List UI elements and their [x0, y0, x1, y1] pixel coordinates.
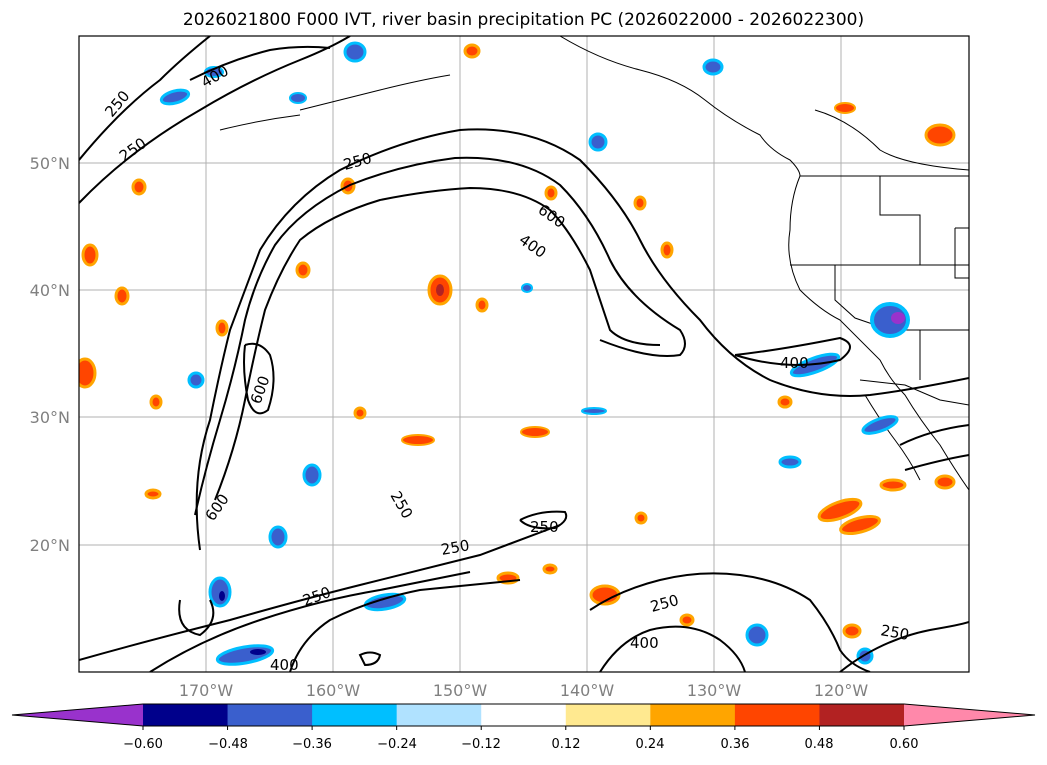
colorbar-segment: [650, 704, 736, 726]
lon-label: 170°W: [179, 681, 234, 700]
colorbar-segment: [396, 704, 482, 726]
map-title: 2026021800 F000 IVT, river basin precipi…: [182, 10, 865, 30]
colorbar-extend-high: [904, 704, 1035, 726]
colorbar-segment: [819, 704, 905, 726]
colorbar-tick-label: −0.12: [461, 737, 501, 752]
colorbar-tick-label: 0.12: [552, 737, 581, 752]
ivt-label: 250: [440, 536, 471, 559]
colorbar-tick-label: −0.60: [123, 737, 163, 752]
colorbar-segment: [312, 704, 398, 726]
colorbar-segment: [481, 704, 567, 726]
lat-label: 50°N: [30, 154, 70, 173]
colorbar-extend-low: [12, 704, 143, 726]
ivt-label: 250: [341, 149, 373, 174]
ivt-label: 250: [530, 518, 559, 536]
coastlines: [219, 36, 969, 491]
lon-label: 120°W: [814, 681, 869, 700]
colorbar-tick-label: −0.36: [292, 737, 332, 752]
precip-anomaly-shading: [79, 41, 956, 666]
colorbar-segment: [227, 704, 313, 726]
ivt-label: 250: [101, 87, 133, 121]
colorbar-tick-label: −0.48: [208, 737, 248, 752]
colorbar-tick-label: 0.24: [636, 737, 665, 752]
map-plot-area: 250 250 400 250 600 400 400 600 600 250 …: [79, 36, 969, 674]
lon-label: 160°W: [306, 681, 361, 700]
colorbar-tick-labels: −0.60 −0.48 −0.36 −0.24 −0.12 0.12 0.24 …: [123, 737, 918, 752]
colorbar-tick-label: −0.24: [377, 737, 417, 752]
colorbar-tick-label: 0.60: [890, 737, 919, 752]
colorbar-segment: [565, 704, 651, 726]
longitude-labels: 170°W 160°W 150°W 140°W 130°W 120°W: [179, 681, 869, 700]
ivt-label: 400: [630, 634, 659, 652]
ivt-contours: [79, 36, 969, 672]
ivt-label: 400: [780, 354, 809, 372]
ivt-label: 250: [879, 621, 910, 644]
ivt-label: 400: [516, 231, 550, 262]
colorbar-tick-label: 0.36: [721, 737, 750, 752]
lat-label: 40°N: [30, 281, 70, 300]
lat-label: 20°N: [30, 536, 70, 555]
colorbar-segment: [734, 704, 820, 726]
lon-label: 130°W: [687, 681, 742, 700]
lon-label: 150°W: [433, 681, 488, 700]
latitude-labels: 50°N 40°N 30°N 20°N: [30, 154, 70, 555]
lon-label: 140°W: [560, 681, 615, 700]
ivt-label: 250: [116, 134, 150, 165]
lat-label: 30°N: [30, 408, 70, 427]
map-frame: [78, 35, 970, 673]
ivt-label: 250: [648, 591, 680, 616]
colorbar-segment: [143, 704, 229, 726]
colorbar: [11, 703, 1036, 730]
ivt-label: 400: [270, 656, 299, 674]
colorbar-tick-label: 0.48: [805, 737, 834, 752]
ivt-label: 250: [387, 488, 417, 522]
ivt-label: 250: [300, 583, 333, 610]
ivt-label: 400: [198, 62, 232, 92]
